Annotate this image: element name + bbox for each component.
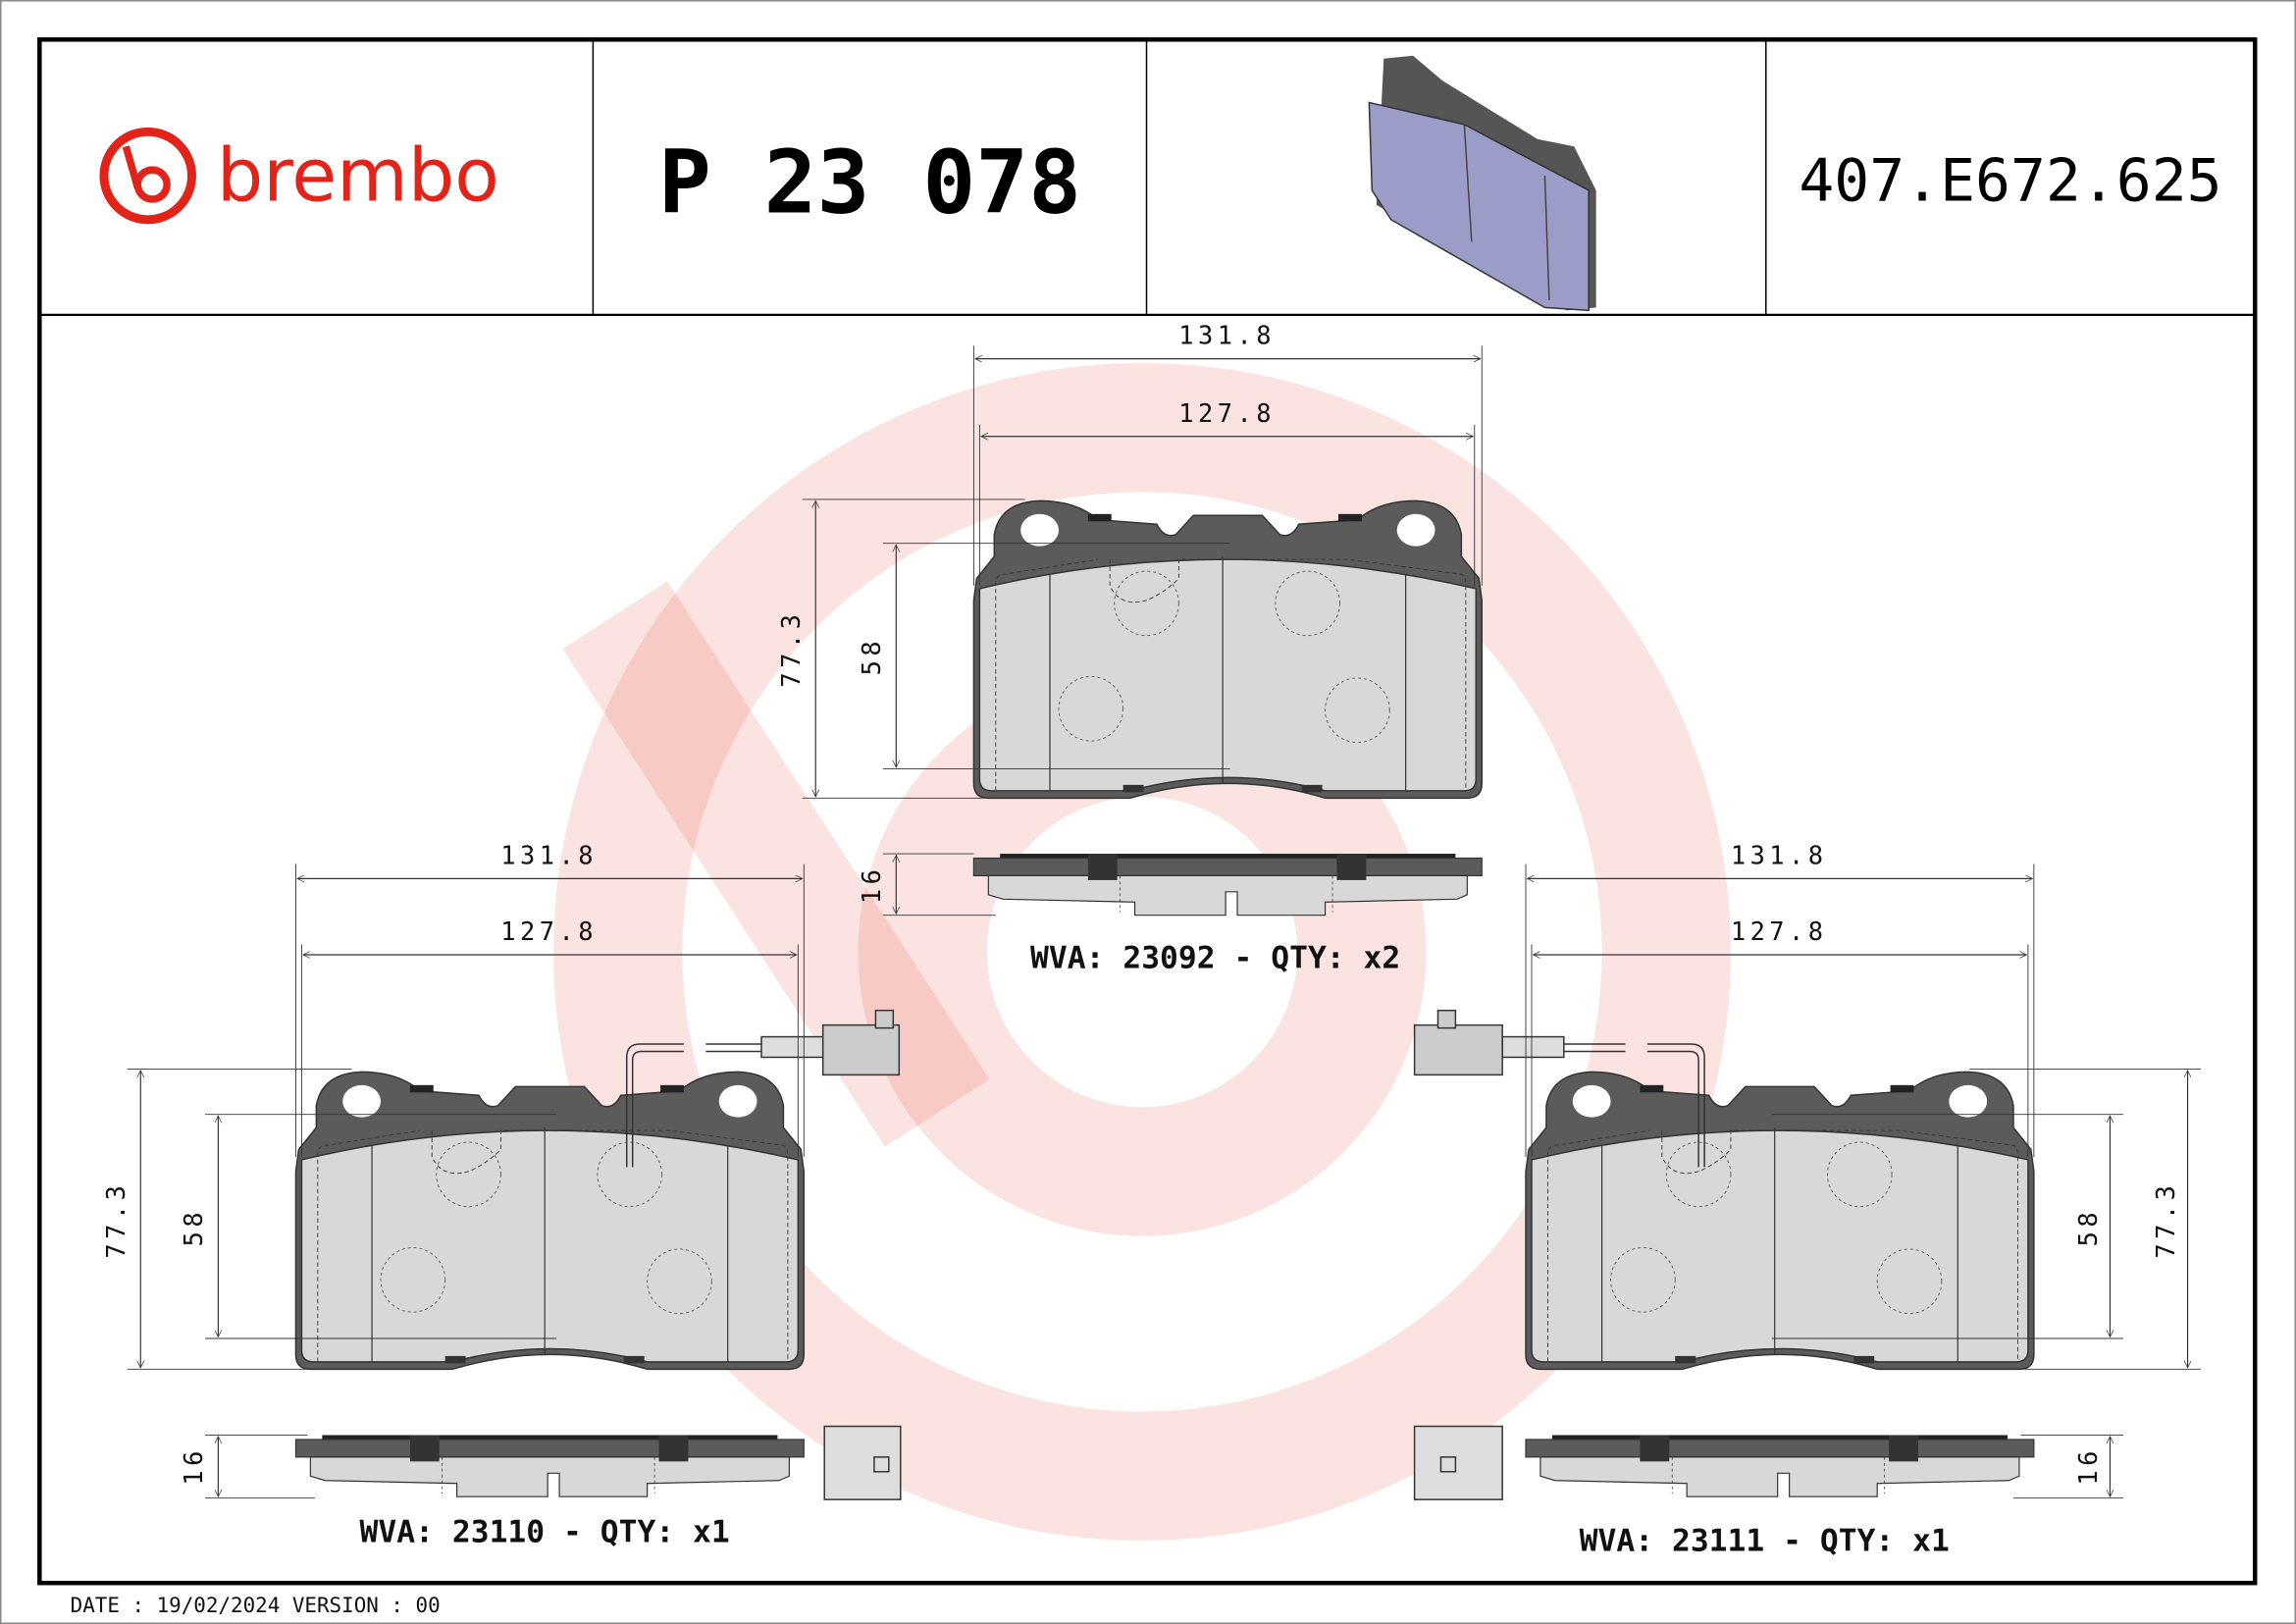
top-pad-drawing: 131.8 127.8 77.3 58 16 WVA: 23092 - QTY:…	[776, 321, 1483, 975]
dim-width-outer: 131.8	[1178, 321, 1276, 350]
dim-width-inner: 127.8	[1178, 398, 1276, 428]
left-pad-label: WVA: 23110 - QTY: x1	[360, 1514, 730, 1549]
left-pad-drawing: 131.8 127.8 77.3 58 16 WVA: 23110 - QTY:…	[101, 840, 902, 1549]
right-pad-label: WVA: 23111 - QTY: x1	[1580, 1523, 1950, 1558]
dim-height-outer: 77.3	[2151, 1181, 2180, 1259]
brembo-logo: brembo	[99, 127, 499, 225]
dim-width-inner: 127.8	[1731, 917, 1828, 946]
dim-thickness: 16	[857, 865, 886, 905]
dim-thickness: 16	[179, 1446, 208, 1486]
dim-height-outer: 77.3	[101, 1181, 130, 1259]
dim-width-inner: 127.8	[500, 917, 598, 946]
dim-height-inner: 58	[857, 637, 886, 676]
dim-thickness: 16	[2073, 1446, 2103, 1486]
part-number: P 23 078	[658, 131, 1081, 234]
dim-height-outer: 77.3	[776, 610, 806, 688]
dim-width-outer: 131.8	[1731, 840, 1828, 869]
dim-width-outer: 131.8	[500, 840, 598, 869]
top-pad-label: WVA: 23092 - QTY: x2	[1030, 940, 1400, 975]
wear-sensor	[1413, 1009, 1705, 1500]
reference-code: 407.E672.625	[1799, 147, 2221, 215]
brand-wordmark: brembo	[217, 132, 499, 218]
date-version: DATE : 19/02/2024 VERSION : 00	[71, 1594, 441, 1617]
dim-height-inner: 58	[2073, 1208, 2103, 1247]
dim-height-inner: 58	[179, 1208, 208, 1247]
right-pad-drawing: 131.8 127.8 77.3 58 16 WVA: 23111 - QTY:…	[1413, 840, 2201, 1558]
brembo-logo-icon	[99, 127, 196, 225]
wear-sensor	[625, 1009, 902, 1500]
brake-pad-product-image	[1368, 55, 1596, 312]
